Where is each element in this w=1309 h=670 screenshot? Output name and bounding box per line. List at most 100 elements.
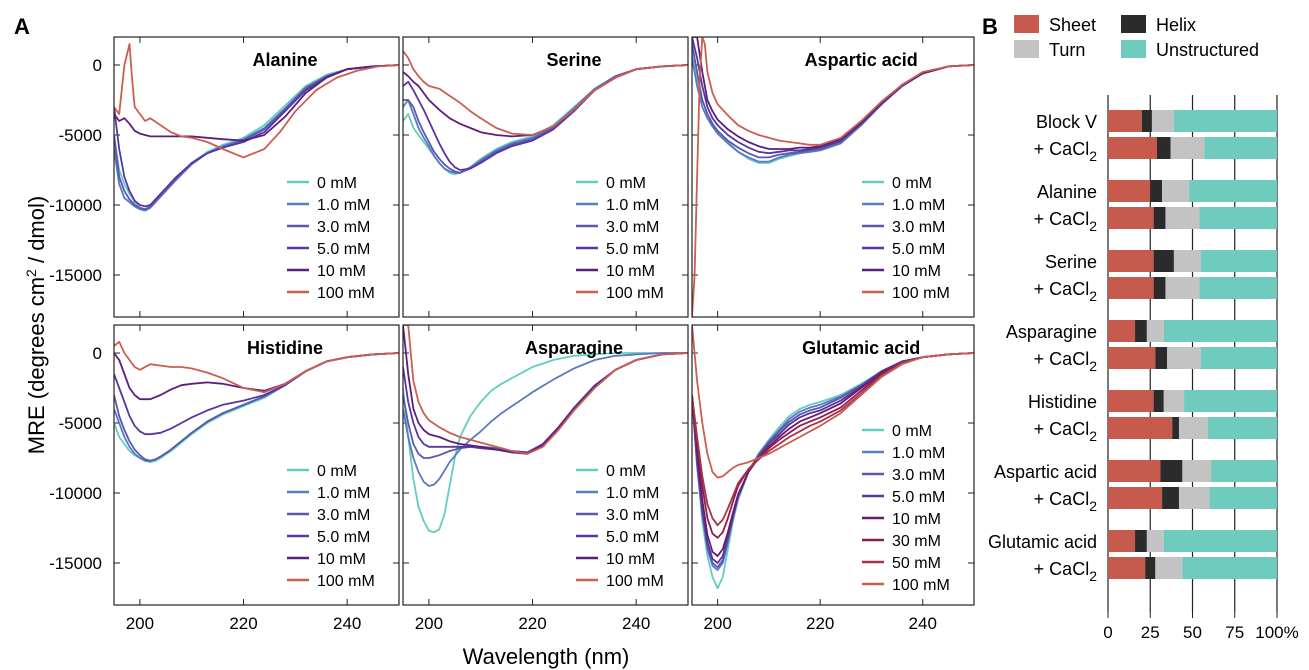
- plot-frame: [402, 324, 689, 606]
- cd-panel: 200 220 240 Asparagine 0 mM 1.0 mM 3.0 mM 5.0 m…: [402, 324, 689, 633]
- bar-segment-helix: [1135, 530, 1147, 552]
- group-sublabel-text: + CaCl: [1034, 419, 1090, 439]
- legend-swatch: [1014, 40, 1039, 58]
- legend-label: 1.0 mM: [892, 445, 945, 462]
- group-label: Histidine: [1028, 392, 1097, 412]
- legend-label: 0 mM: [892, 175, 932, 192]
- group-label: Aspartic acid: [994, 462, 1097, 482]
- bar-segment-helix: [1145, 557, 1156, 579]
- series-line: [403, 64, 688, 171]
- legend-label: 10 mM: [606, 551, 655, 568]
- x-tick-label: 200: [415, 614, 443, 633]
- bar-segment-unstructured: [1163, 320, 1277, 342]
- group-label: Glutamic acid: [988, 532, 1097, 552]
- panel-a-label: A: [14, 14, 30, 39]
- series-line: [403, 352, 688, 454]
- legend-label: 3.0 mM: [892, 219, 945, 236]
- plot-frame: [113, 324, 400, 606]
- bar-segment-unstructured: [1199, 277, 1277, 299]
- group-label: Alanine: [1037, 182, 1097, 202]
- bar-segment-sheet: [1108, 347, 1156, 369]
- legend-label: 10 mM: [317, 263, 366, 280]
- group-sublabel-subscript: 2: [1089, 568, 1097, 584]
- series-line: [692, 325, 974, 479]
- group-sublabel-text: + CaCl: [1034, 559, 1090, 579]
- legend-label: 3.0 mM: [317, 507, 370, 524]
- legend-swatch: [1014, 15, 1039, 33]
- x-tick-label: 200: [126, 614, 154, 633]
- panel-title: Aspartic acid: [805, 50, 918, 70]
- bar-segment-sheet: [1108, 180, 1151, 202]
- bar-segment-unstructured: [1163, 530, 1277, 552]
- y-tick-label: -10000: [49, 196, 102, 215]
- legend-label: 10 mM: [606, 263, 655, 280]
- x-tick-label: 240: [333, 614, 361, 633]
- legend-label: 100 mM: [606, 285, 664, 302]
- bar-segment-sheet: [1108, 417, 1173, 439]
- plot-frame: [113, 36, 400, 318]
- bar-segment-sheet: [1108, 557, 1146, 579]
- legend-label: 1.0 mM: [317, 197, 370, 214]
- bar-segment-sheet: [1108, 530, 1136, 552]
- group-sublabel-subscript: 2: [1089, 358, 1097, 374]
- y-axis-title: MRE (degrees cm2 / dmol): [23, 196, 49, 454]
- series-line: [114, 340, 399, 394]
- bar-segment-turn: [1146, 530, 1164, 552]
- bar-segment-unstructured: [1173, 110, 1277, 132]
- series-line: [114, 352, 399, 401]
- x-tick-label: 240: [622, 614, 650, 633]
- bar-segment-turn: [1146, 320, 1164, 342]
- bar-segment-turn: [1162, 180, 1190, 202]
- group-sublabel-subscript: 2: [1089, 148, 1097, 164]
- bar-segment-turn: [1155, 557, 1183, 579]
- legend-label: 5.0 mM: [317, 241, 370, 258]
- legend-label: 10 mM: [892, 263, 941, 280]
- bar-segment-helix: [1162, 487, 1179, 509]
- legend-label: 5.0 mM: [606, 241, 659, 258]
- legend-label: 0 mM: [892, 423, 932, 440]
- bar-segment-turn: [1165, 207, 1200, 229]
- legend-label: 10 mM: [317, 551, 366, 568]
- bar-segment-unstructured: [1209, 487, 1277, 509]
- bar-segment-unstructured: [1189, 180, 1277, 202]
- legend-label: Sheet: [1049, 15, 1096, 35]
- panel-title: Serine: [546, 50, 601, 70]
- bar-segment-sheet: [1108, 460, 1161, 482]
- bar-segment-helix: [1141, 110, 1152, 132]
- x-tick-label: 50: [1183, 623, 1202, 642]
- bar-segment-helix: [1153, 250, 1174, 272]
- group-label: Asparagine: [1006, 322, 1097, 342]
- cd-panel: Serine 0 mM 1.0 mM 3.0 mM 5.0 mM 10 mM 100 mM: [402, 36, 689, 318]
- legend-label: 30 mM: [892, 533, 941, 550]
- x-tick-label: 220: [229, 614, 257, 633]
- legend-swatch: [1121, 15, 1146, 33]
- bar-segment-helix: [1155, 347, 1168, 369]
- x-tick-label: 200: [703, 614, 731, 633]
- series-line: [692, 37, 974, 317]
- bar-segment-turn: [1178, 417, 1208, 439]
- legend-label: Turn: [1049, 40, 1085, 60]
- legend-label: 100 mM: [606, 573, 664, 590]
- legend-label: 10 mM: [892, 511, 941, 528]
- series-line: [403, 325, 688, 455]
- bar-segment-turn: [1178, 487, 1210, 509]
- bar-segment-turn: [1170, 137, 1205, 159]
- series-line: [114, 352, 399, 462]
- legend-label: 3.0 mM: [892, 467, 945, 484]
- legend-label: Unstructured: [1156, 40, 1259, 60]
- legend-label: 5.0 mM: [317, 529, 370, 546]
- group-sublabel-subscript: 2: [1089, 218, 1097, 234]
- bar-segment-unstructured: [1199, 207, 1277, 229]
- y-tick-label: -5000: [59, 126, 102, 145]
- series-line: [692, 352, 974, 564]
- series-line: [114, 43, 399, 159]
- x-tick-label: 220: [518, 614, 546, 633]
- legend-label: 5.0 mM: [892, 489, 945, 506]
- plot-frame: [691, 324, 975, 606]
- bar-segment-sheet: [1108, 320, 1136, 342]
- x-tick-label: 220: [806, 614, 834, 633]
- legend-label: 100 mM: [892, 577, 950, 594]
- group-sublabel: + CaCl2: [1034, 419, 1098, 444]
